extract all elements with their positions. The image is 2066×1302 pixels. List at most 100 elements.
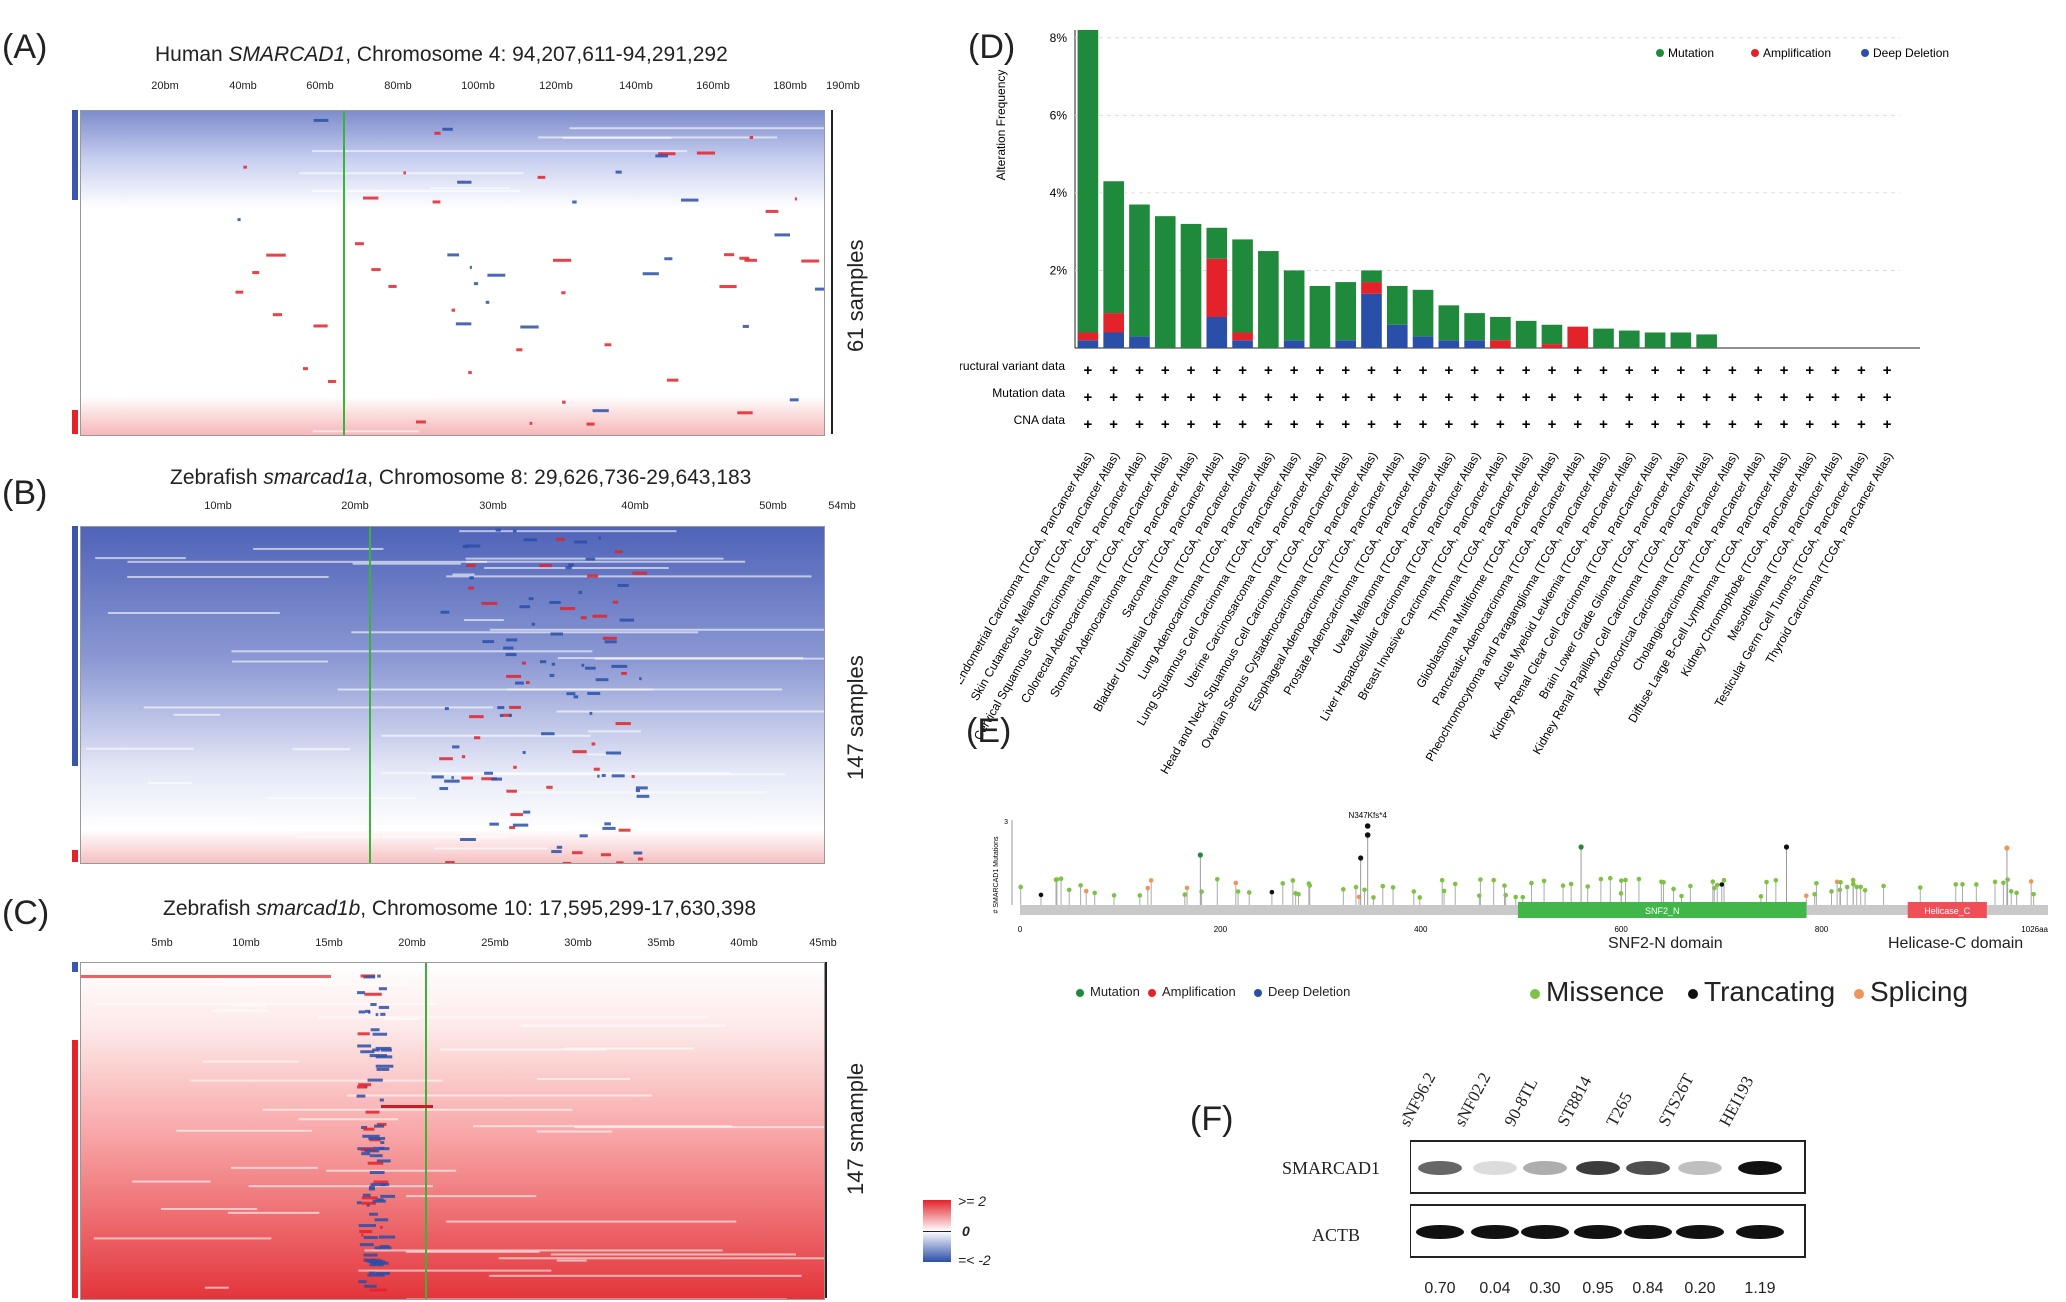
heatmap-segment [616, 861, 624, 863]
heatmap-segment [361, 1125, 368, 1129]
mutation-marker [1837, 887, 1843, 893]
heatmap-segment [451, 308, 456, 312]
heatmap-segment [381, 1105, 433, 1108]
mutation-marker [1390, 885, 1396, 890]
e-legend-amplification: Amplification [1148, 984, 1236, 999]
heatmap-segment [460, 837, 476, 841]
heatmap-segment [585, 557, 596, 561]
heatmap-segment [380, 1194, 396, 1198]
mutation-marker [1078, 883, 1083, 888]
heatmap-row [227, 328, 311, 331]
heatmap-segment [619, 618, 635, 622]
heatmap-segment [363, 975, 376, 979]
heatmap-segment [562, 861, 572, 863]
data-availability-mark: + [1109, 362, 1118, 379]
mutation-marker [1417, 895, 1423, 900]
western-blot [1410, 1140, 1806, 1258]
heatmap-segment [568, 563, 575, 567]
mutation-marker [1058, 876, 1064, 882]
data-availability-mark: + [1316, 416, 1325, 433]
panel-b-title: Zebrafish smarcad1a, Chromosome 8: 29,62… [170, 466, 752, 489]
smarcad1-band [1576, 1161, 1620, 1175]
mutation-marker [1380, 883, 1386, 889]
heatmap-segment [505, 653, 517, 657]
data-availability-mark: + [1264, 389, 1273, 406]
heatmap-segment [356, 1094, 366, 1098]
data-availability-mark: + [1367, 416, 1376, 433]
heatmap-row [405, 1250, 540, 1253]
panel-b-label: (B) [2, 474, 48, 512]
data-availability-mark: + [1419, 416, 1428, 433]
heatmap-segment [489, 822, 499, 826]
e-legend-deep-deletion: Deep Deletion [1254, 984, 1350, 999]
heatmap-segment [615, 170, 622, 174]
heatmap-segment [566, 692, 576, 696]
heatmap-segment [367, 1078, 383, 1082]
bar-amplification [1567, 326, 1589, 348]
mutation-marker [1619, 878, 1624, 883]
mutation-marker [1974, 882, 1979, 887]
deep-deletion-dot-icon [1254, 988, 1262, 997]
heatmap-row [86, 747, 194, 750]
heatmap-segment [474, 736, 481, 740]
heatmap-row [127, 575, 329, 578]
actb-band [1624, 1225, 1672, 1239]
mutation-marker [1671, 886, 1676, 892]
heatmap-segment [602, 636, 617, 640]
data-availability-mark: + [1522, 389, 1531, 406]
bar-amplification [1103, 313, 1124, 333]
heatmap-row [556, 1259, 587, 1262]
heatmap-segment [587, 691, 601, 695]
heatmap-segment [503, 646, 514, 650]
panel-b-xticks: 10mb 20mb 30mb 40mb 50mb 54mb [80, 500, 856, 516]
heatmap-segment [377, 974, 381, 978]
mutation-marker [1783, 844, 1790, 850]
quant-value: 1.19 [1744, 1280, 1776, 1297]
heatmap-row [218, 979, 333, 982]
heatmap-segment [375, 1271, 390, 1275]
heatmap-segment [362, 1193, 371, 1197]
gene-position-line [369, 527, 371, 863]
x-tick-label: 120mb [539, 80, 573, 92]
heatmap-row [161, 1207, 258, 1210]
panel-b-blue-group-bar [72, 526, 78, 766]
data-availability-mark: + [1135, 362, 1144, 379]
heatmap-segment [366, 1203, 370, 1207]
heatmap-segment [612, 600, 619, 604]
x-tick-label: 180mb [773, 80, 807, 92]
heatmap-segment [520, 325, 539, 329]
panel-a-heatmap-svg [81, 111, 824, 435]
heatmap-segment [508, 713, 512, 717]
mutation-marker [1953, 882, 1959, 887]
mutation-marker [1917, 885, 1923, 890]
colorscale-zero-line [923, 1231, 951, 1232]
heatmap-segment [370, 1003, 377, 1007]
heatmap-segment [371, 268, 381, 272]
mutation-marker [1148, 878, 1154, 883]
heatmap-segment [604, 343, 612, 347]
snf2-domain-label: SNF2_N [1645, 906, 1680, 916]
data-availability-mark: + [1573, 362, 1582, 379]
heatmap-segment [364, 1009, 371, 1013]
data-availability-mark: + [1264, 416, 1273, 433]
bar-mutation [1618, 330, 1640, 348]
bar-mutation [1670, 332, 1692, 348]
heatmap-segment [550, 632, 563, 636]
heatmap-segment [363, 196, 379, 200]
heatmap-segment [541, 732, 555, 736]
panel-a-red-group-bar [72, 410, 78, 434]
heatmap-segment [442, 127, 453, 131]
heatmap-segment [358, 1224, 377, 1228]
mutation-marker [1568, 881, 1574, 887]
heatmap-row [127, 256, 166, 259]
e-x-tick-label: 0 [1018, 925, 1023, 934]
data-availability-mark: + [1625, 362, 1634, 379]
mutation-marker [1452, 881, 1458, 887]
data-row-label: Mutation data [992, 386, 1065, 400]
x-tick-label: 20mb [398, 937, 426, 949]
panel-e-label: (E) [966, 712, 1012, 750]
gene-position-line [343, 111, 345, 435]
data-availability-mark: + [1444, 416, 1453, 433]
e-legend-mutation: Mutation [1076, 984, 1140, 999]
heatmap-segment [789, 398, 799, 402]
